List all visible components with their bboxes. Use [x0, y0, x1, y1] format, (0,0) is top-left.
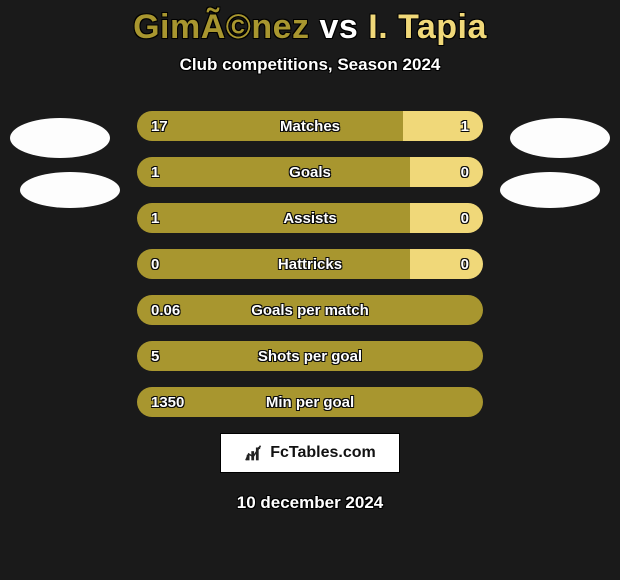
- stat-left-segment: 1: [137, 157, 410, 187]
- stat-mono-segment: 5: [137, 341, 483, 371]
- vs-label: vs: [319, 8, 358, 46]
- stat-left-segment: 1: [137, 203, 410, 233]
- stat-row: 00Hattricks: [137, 249, 483, 279]
- stat-left-segment: 0: [137, 249, 410, 279]
- stat-right-segment: 0: [410, 157, 483, 187]
- logo-text: FcTables.com: [270, 444, 376, 462]
- stat-right-value: 0: [461, 210, 469, 227]
- stat-rows: 171Matches10Goals10Assists00Hattricks0.0…: [137, 111, 483, 417]
- stat-right-segment: 1: [403, 111, 483, 141]
- stat-right-segment: 0: [410, 203, 483, 233]
- stat-row: 10Assists: [137, 203, 483, 233]
- subtitle: Club competitions, Season 2024: [0, 55, 620, 75]
- player1-team-placeholder-icon: [20, 172, 120, 208]
- fctables-logo: FcTables.com: [220, 433, 400, 473]
- stat-left-value: 1: [151, 210, 159, 227]
- stat-row: 1350Min per goal: [137, 387, 483, 417]
- player2-avatar-placeholder-icon: [510, 118, 610, 158]
- stat-row: 10Goals: [137, 157, 483, 187]
- player2-team-placeholder-icon: [500, 172, 600, 208]
- chart-icon: [244, 442, 266, 464]
- stat-right-value: 1: [461, 118, 469, 135]
- stat-left-value: 1350: [151, 394, 184, 411]
- stat-right-value: 0: [461, 256, 469, 273]
- stat-right-value: 0: [461, 164, 469, 181]
- stat-left-value: 0: [151, 256, 159, 273]
- stat-left-value: 5: [151, 348, 159, 365]
- stat-right-segment: 0: [410, 249, 483, 279]
- comparison-infographic: GimÃ©nez vs I. Tapia Club competitions, …: [0, 0, 620, 580]
- stat-row: 171Matches: [137, 111, 483, 141]
- date-label: 10 december 2024: [0, 493, 620, 513]
- stat-left-segment: 17: [137, 111, 403, 141]
- stat-mono-segment: 1350: [137, 387, 483, 417]
- stat-left-value: 0.06: [151, 302, 180, 319]
- page-title: GimÃ©nez vs I. Tapia: [0, 8, 620, 47]
- stat-left-value: 17: [151, 118, 168, 135]
- stat-row: 5Shots per goal: [137, 341, 483, 371]
- stat-left-value: 1: [151, 164, 159, 181]
- player1-name: GimÃ©nez: [133, 8, 309, 46]
- player2-name: I. Tapia: [368, 8, 487, 46]
- stat-mono-segment: 0.06: [137, 295, 483, 325]
- player1-avatar-placeholder-icon: [10, 118, 110, 158]
- stat-row: 0.06Goals per match: [137, 295, 483, 325]
